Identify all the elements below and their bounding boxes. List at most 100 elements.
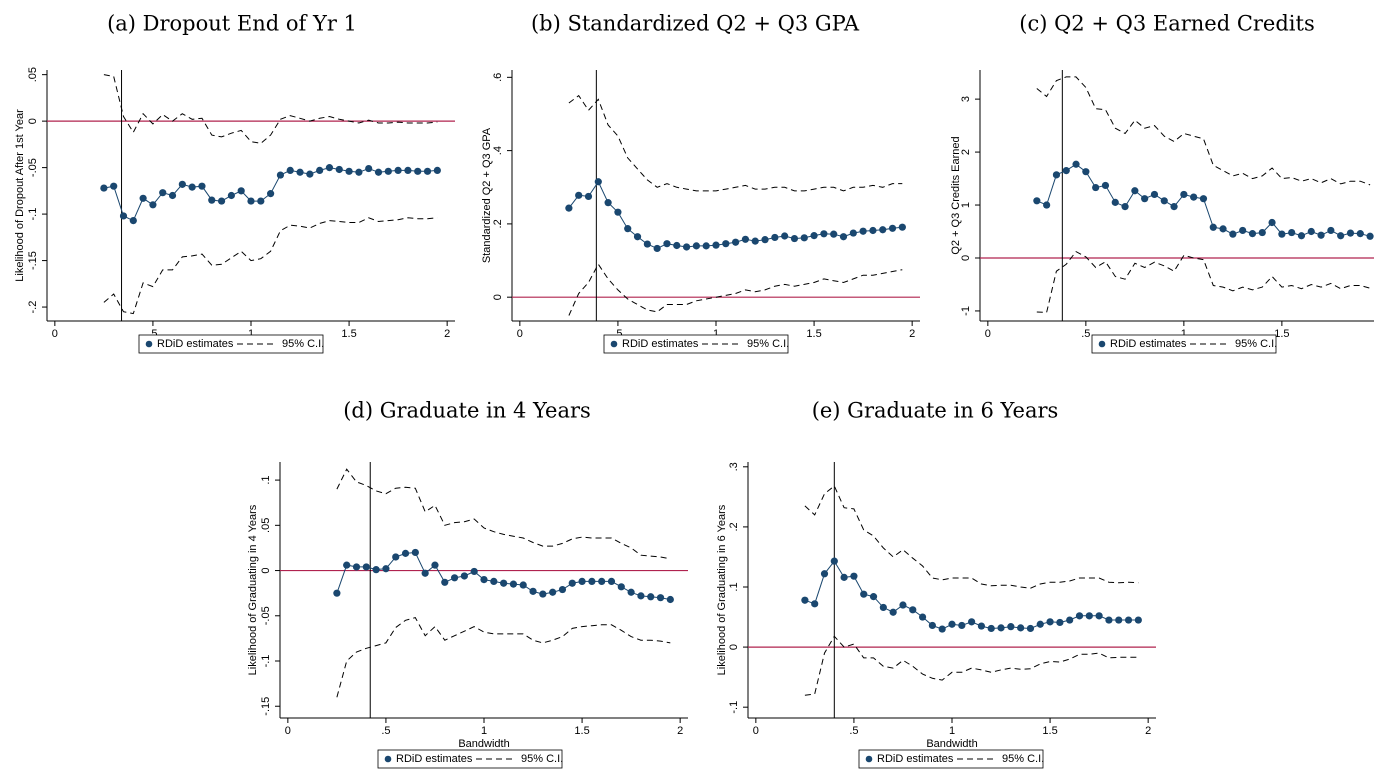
estimate-point <box>333 589 341 597</box>
x-tick-label: 2 <box>444 328 450 340</box>
estimate-point <box>227 191 235 200</box>
estimate-point <box>480 575 488 584</box>
estimate-point <box>188 183 196 191</box>
y-axis-label: Likelihood of Graduating in 4 Years <box>247 504 259 675</box>
estimate-point <box>1141 195 1149 203</box>
x-tick-label: 2 <box>1145 725 1151 737</box>
estimate-point <box>441 578 449 586</box>
ci-upper <box>336 468 671 560</box>
estimate-point <box>633 233 642 241</box>
x-tick-label: 1 <box>949 725 955 737</box>
y-axis-label: Standardized Q2 + Q3 GPA <box>481 127 493 263</box>
y-tick-label: 3 <box>960 96 972 102</box>
y-axis-label: Likelihood of Dropout After 1st Year <box>14 109 26 282</box>
estimate-point <box>267 190 275 198</box>
estimate-point <box>1072 160 1080 168</box>
estimate-point <box>977 622 986 630</box>
estimate-point <box>663 240 671 248</box>
estimate-point <box>800 234 808 242</box>
x-tick-label: 1 <box>713 328 719 340</box>
y-tick-label: .6 <box>492 73 504 82</box>
estimate-point <box>325 164 334 172</box>
estimate-point <box>1317 231 1325 239</box>
legend-box <box>377 749 563 769</box>
estimate-point <box>1105 616 1113 624</box>
estimate-point <box>490 577 498 586</box>
estimate-point <box>898 223 906 231</box>
y-tick-label: -1 <box>960 306 972 316</box>
estimate-point <box>414 167 422 175</box>
estimate-point <box>820 230 828 238</box>
estimate-point <box>1209 223 1217 231</box>
estimate-point <box>869 226 877 235</box>
estimate-point <box>257 197 265 205</box>
estimate-point <box>539 590 547 598</box>
estimate-point <box>470 567 478 576</box>
estimate-point <box>1170 203 1178 211</box>
estimate-point <box>159 189 167 197</box>
ci-lower <box>103 217 438 315</box>
legend-label: 95% C.I. <box>1235 338 1277 350</box>
legend-label: RDiD estimates <box>622 338 699 350</box>
x-tick-label: 0 <box>52 328 58 340</box>
estimate-point <box>879 226 887 234</box>
panel: (e) Graduate in 6 Years -.1 0 .1 .2 .3 0 .5 1 1.5… <box>716 399 1156 769</box>
estimate-point <box>1288 228 1296 237</box>
y-tick-label: 1 <box>960 202 972 208</box>
estimate-point <box>421 569 429 577</box>
estimate-point <box>1239 226 1247 235</box>
estimate-point <box>247 197 255 205</box>
estimate-point <box>276 171 285 179</box>
x-tick-label: 1 <box>1181 328 1187 340</box>
estimate-point <box>1095 612 1103 620</box>
estimate-point <box>692 242 700 250</box>
estimate-point <box>656 594 665 602</box>
ci-upper <box>804 485 1139 589</box>
estimate-point <box>869 593 878 601</box>
estimate-point <box>627 588 635 596</box>
legend-box <box>1091 334 1277 354</box>
estimate-point <box>1085 612 1093 620</box>
estimate-point <box>888 224 897 232</box>
estimate-point <box>948 620 956 628</box>
estimate-point <box>575 191 583 199</box>
y-tick-label: -.2 <box>27 301 39 314</box>
legend-label: RDiD estimates <box>157 338 234 350</box>
estimate-point <box>987 624 995 633</box>
estimate-point <box>529 587 537 595</box>
estimate-point <box>1033 197 1041 205</box>
estimate-point <box>578 577 586 586</box>
estimate-point <box>1180 190 1188 199</box>
ci-lower <box>336 617 671 698</box>
y-tick-label: .05 <box>27 67 39 82</box>
estimate-point <box>850 572 858 580</box>
y-tick-label: -.05 <box>27 158 39 177</box>
estimate-point <box>1052 171 1061 179</box>
y-tick-label: .2 <box>492 219 504 228</box>
legend-label: RDiD estimates <box>1110 338 1187 350</box>
estimate-point <box>1043 201 1051 209</box>
panel-title: (e) Graduate in 6 Years <box>812 399 1059 423</box>
x-axis-label: Bandwidth <box>926 738 977 750</box>
estimate-point <box>958 621 966 630</box>
estimate-point <box>997 624 1005 632</box>
estimate-point <box>355 168 363 176</box>
estimate-point <box>1036 620 1044 628</box>
estimate-point <box>1134 616 1142 624</box>
estimate-point <box>781 232 789 240</box>
estimate-point <box>741 235 750 243</box>
estimate-point <box>1066 616 1074 624</box>
estimate-point <box>1248 230 1257 238</box>
estimate-point <box>431 561 439 569</box>
y-tick-label: -.1 <box>260 655 272 668</box>
estimate-point <box>237 187 245 195</box>
estimate-point <box>889 608 897 616</box>
estimate-point <box>909 606 917 614</box>
estimate-point <box>1366 232 1374 240</box>
estimate-point <box>598 577 606 586</box>
estimate-point <box>139 194 147 202</box>
y-tick-label: -.1 <box>27 208 39 221</box>
panel-title: (d) Graduate in 4 Years <box>343 399 591 423</box>
legend-label: 95% C.I. <box>1002 753 1044 765</box>
estimate-point <box>604 199 612 207</box>
